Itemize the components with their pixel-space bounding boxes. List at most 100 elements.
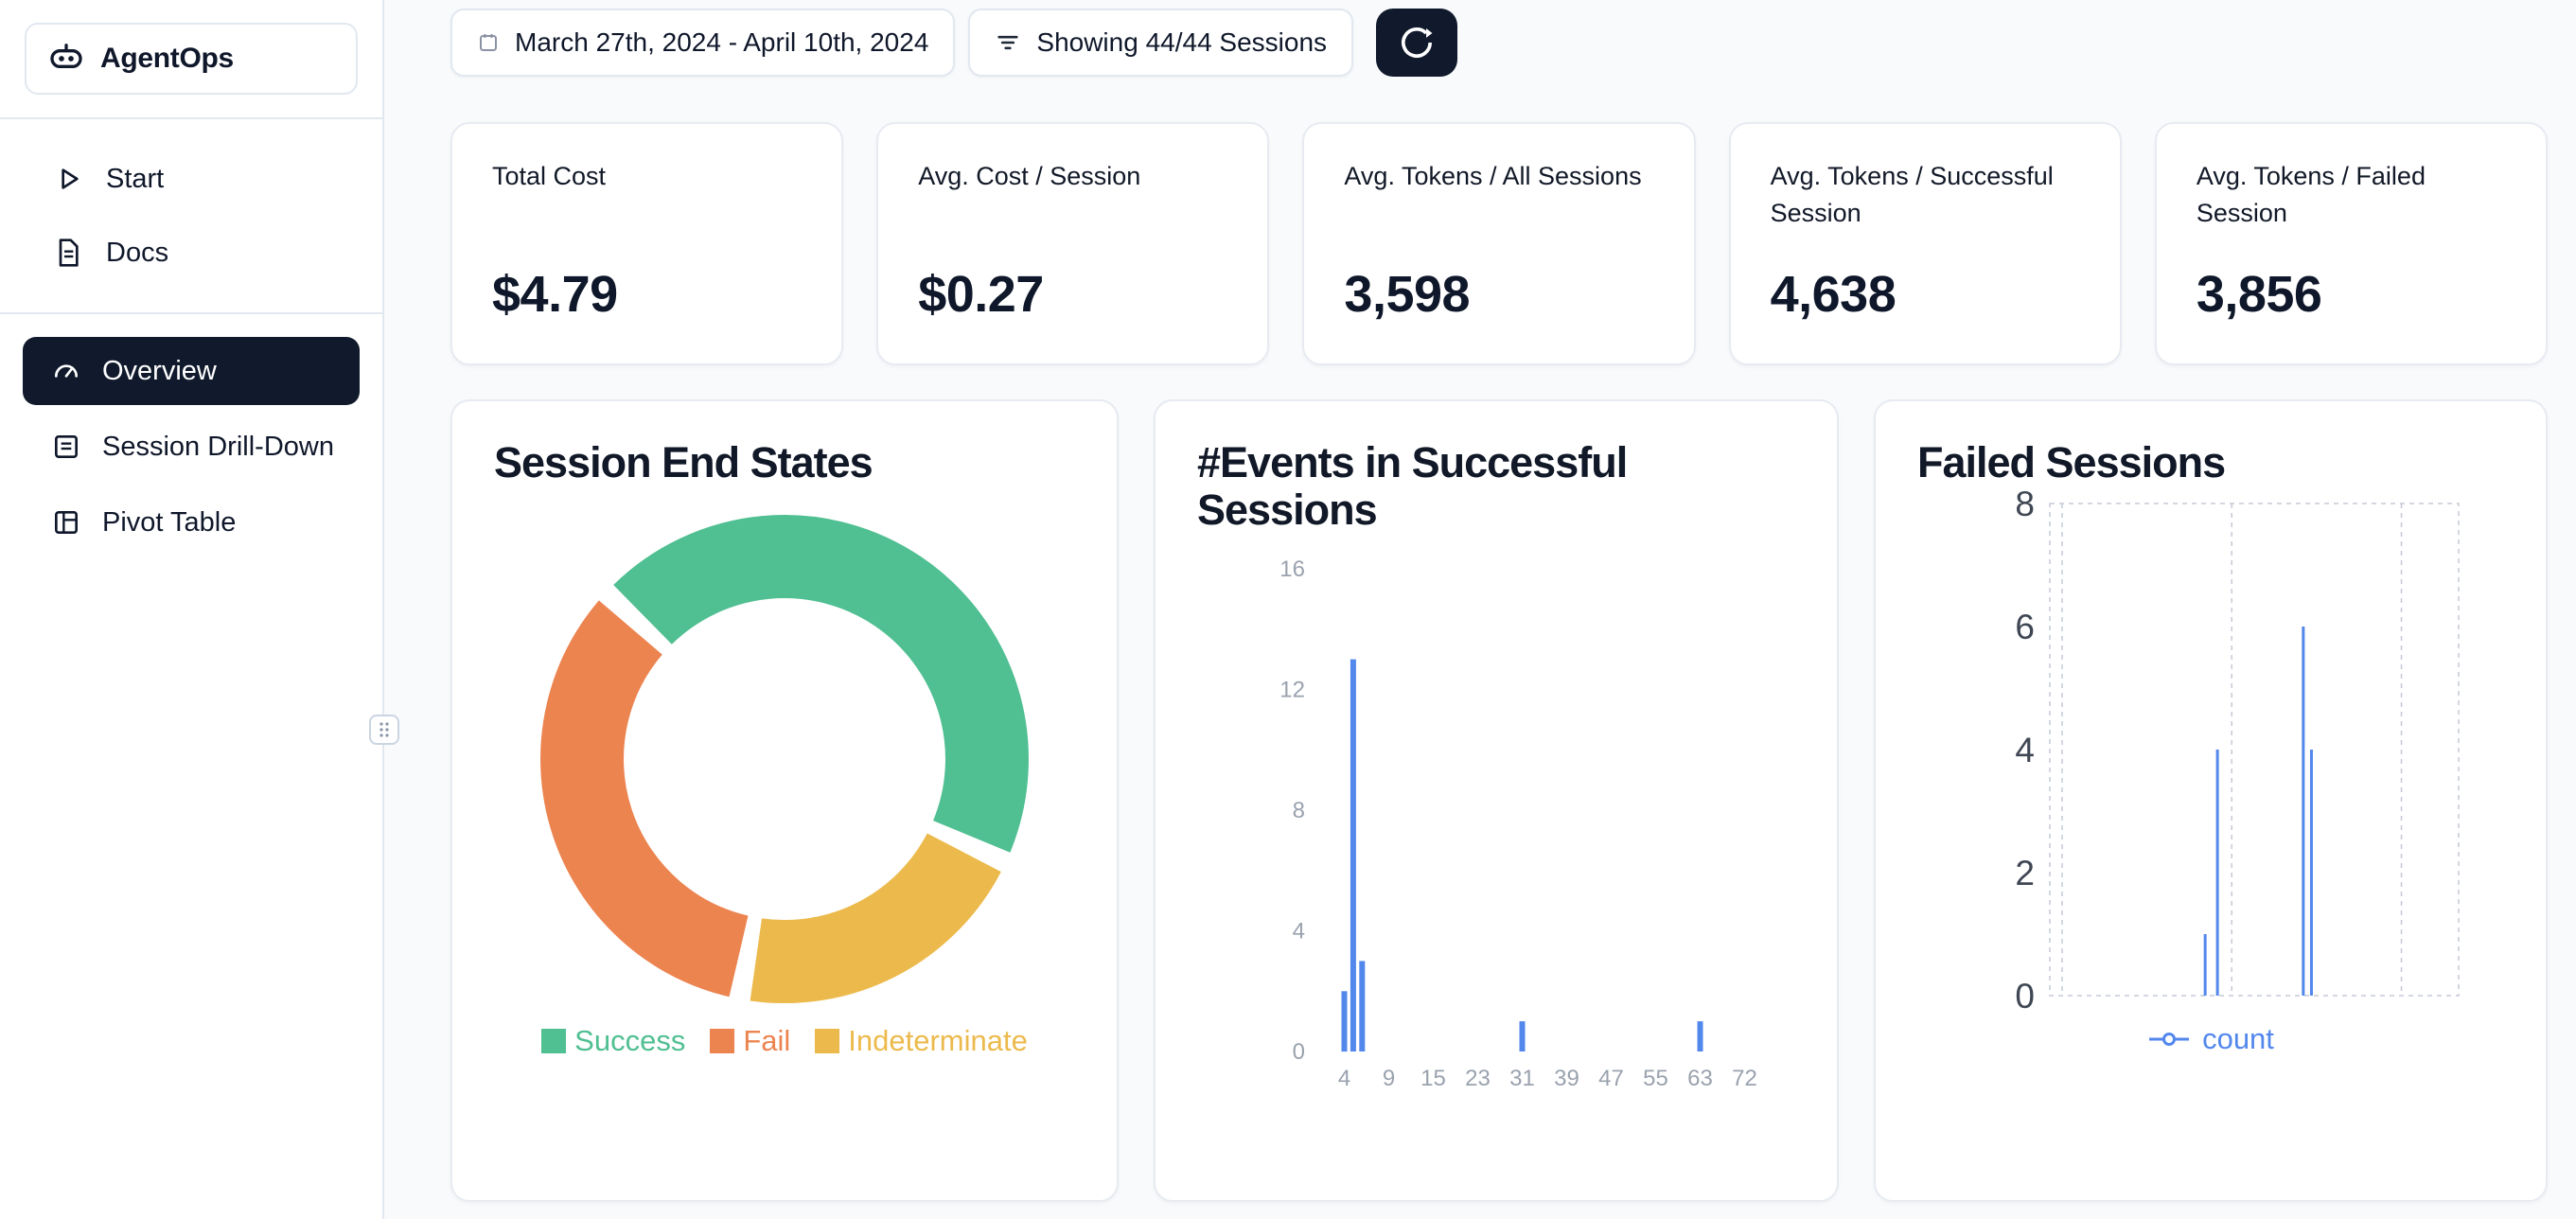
sidebar-item-label: Session Drill-Down [102, 431, 334, 462]
sidebar-item-docs[interactable]: Docs [0, 216, 382, 290]
stat-card-avg-tokens-failed: Avg. Tokens / Failed Session 3,856 [2154, 122, 2549, 365]
donut-wrap [494, 504, 1075, 1015]
chart-title: Failed Sessions [1917, 438, 2226, 486]
failed-legend-item[interactable]: count [1917, 1022, 2504, 1056]
stat-value: 4,638 [1770, 266, 1897, 323]
svg-text:8: 8 [2015, 490, 2035, 523]
histogram-bar[interactable] [1697, 1020, 1703, 1051]
svg-text:63: 63 [1687, 1066, 1713, 1091]
sidebar-divider [0, 312, 382, 314]
stat-label: Total Cost [492, 162, 607, 190]
list-detail-icon [51, 432, 81, 462]
sidebar-resize-handle[interactable] [369, 715, 399, 745]
agentops-logo-icon [47, 40, 85, 78]
stat-card-avg-tokens-successful: Avg. Tokens / Successful Session 4,638 [1728, 122, 2122, 365]
app-title: AgentOps [100, 43, 234, 74]
svg-text:0: 0 [1293, 1039, 1305, 1065]
events-histogram-card: #Events in Successful Sessions 0 4 8 12 16 4 9… [1154, 399, 1839, 1202]
histogram-bar[interactable] [1519, 1020, 1526, 1051]
failed-sessions-card: Failed Sessions 0 2 4 6 8 count [1874, 399, 2548, 1202]
session-end-states-donut[interactable] [529, 504, 1040, 1015]
events-histogram[interactable]: 0 4 8 12 16 4 9 15 23 31 39 47 55 63 72 [1246, 559, 1795, 1118]
session-filter-button[interactable]: Showing 44/44 Sessions [968, 9, 1354, 77]
grip-dots-icon [379, 722, 389, 737]
histogram-bar[interactable] [1350, 659, 1356, 1051]
donut-segment-indeterminate[interactable] [750, 833, 1001, 1004]
svg-text:15: 15 [1420, 1066, 1446, 1091]
session-filter-label: Showing 44/44 Sessions [1036, 27, 1328, 57]
sidebar-item-label: Docs [106, 237, 169, 268]
line-marker-icon [2149, 1033, 2190, 1047]
stat-value: 3,598 [1344, 266, 1471, 323]
stat-label: Avg. Tokens / All Sessions [1344, 162, 1642, 190]
svg-text:72: 72 [1732, 1066, 1757, 1091]
svg-text:4: 4 [1293, 918, 1305, 944]
refresh-icon [1401, 26, 1433, 59]
failed-sessions-chart[interactable]: 0 2 4 6 8 [1917, 490, 2504, 1016]
charts-row: Session End States Success Fail Indeterm… [450, 399, 2548, 1202]
stat-card-avg-tokens-all: Avg. Tokens / All Sessions 3,598 [1302, 122, 1696, 365]
legend-label: count [2202, 1022, 2274, 1056]
docs-icon [53, 238, 83, 268]
topbar: March 27th, 2024 - April 10th, 2024 Show… [450, 9, 2548, 77]
legend-swatch [815, 1029, 840, 1054]
session-end-states-card: Session End States Success Fail Indeterm… [450, 399, 1119, 1202]
svg-text:47: 47 [1598, 1066, 1624, 1091]
stat-value: $4.79 [492, 266, 618, 323]
main-content: March 27th, 2024 - April 10th, 2024 Show… [386, 0, 2576, 1219]
svg-text:39: 39 [1554, 1066, 1579, 1091]
sidebar-item-pivot-table[interactable]: Pivot Table [23, 488, 360, 556]
legend-item-fail[interactable]: Fail [710, 1024, 790, 1058]
sidebar: AgentOps Start Docs Overview Session Dri… [0, 0, 384, 1219]
histogram-bar[interactable] [1341, 991, 1348, 1051]
sidebar-item-session-drill-down[interactable]: Session Drill-Down [23, 413, 360, 481]
table-columns-icon [51, 507, 81, 538]
donut-segment-fail[interactable] [540, 600, 750, 998]
chart-title: #Events in Successful Sessions [1197, 438, 1628, 535]
stat-value: 3,856 [2196, 266, 2322, 323]
sidebar-item-overview[interactable]: Overview [23, 337, 360, 405]
refresh-button[interactable] [1376, 9, 1458, 77]
play-icon [53, 164, 83, 194]
app-logo[interactable]: AgentOps [25, 23, 358, 95]
svg-text:16: 16 [1279, 559, 1305, 582]
legend-item-success[interactable]: Success [541, 1024, 685, 1058]
svg-text:12: 12 [1279, 677, 1305, 702]
sidebar-item-start[interactable]: Start [0, 142, 382, 216]
legend-label: Fail [743, 1024, 791, 1058]
donut-legend: Success Fail Indeterminate [494, 1024, 1075, 1058]
stat-card-total-cost: Total Cost $4.79 [450, 122, 844, 365]
gauge-icon [51, 356, 81, 386]
legend-label: Indeterminate [848, 1024, 1028, 1058]
sidebar-item-label: Overview [102, 355, 217, 386]
svg-text:2: 2 [2015, 854, 2035, 892]
date-range-button[interactable]: March 27th, 2024 - April 10th, 2024 [450, 9, 956, 77]
sidebar-item-label: Pivot Table [102, 506, 237, 538]
calendar-icon [477, 31, 500, 54]
sidebar-divider [0, 117, 382, 119]
stat-card-avg-cost-session: Avg. Cost / Session $0.27 [876, 122, 1270, 365]
svg-text:9: 9 [1383, 1066, 1395, 1091]
sidebar-item-label: Start [106, 163, 165, 194]
svg-text:8: 8 [1293, 798, 1305, 823]
svg-text:6: 6 [2015, 608, 2035, 646]
legend-swatch [710, 1029, 735, 1054]
histogram-bar[interactable] [1359, 961, 1366, 1051]
stat-label: Avg. Cost / Session [918, 162, 1141, 190]
svg-text:4: 4 [1338, 1066, 1350, 1091]
legend-swatch [541, 1029, 567, 1054]
svg-text:31: 31 [1509, 1066, 1535, 1091]
donut-segment-success[interactable] [613, 515, 1029, 854]
svg-text:55: 55 [1643, 1066, 1668, 1091]
svg-text:23: 23 [1465, 1066, 1491, 1091]
stats-row: Total Cost $4.79 Avg. Cost / Session $0.… [450, 122, 2549, 365]
legend-label: Success [574, 1024, 686, 1058]
stat-label: Avg. Tokens / Failed Session [2196, 162, 2426, 228]
chart-title: Session End States [494, 438, 873, 486]
legend-item-indeterminate[interactable]: Indeterminate [815, 1024, 1028, 1058]
svg-text:4: 4 [2015, 731, 2035, 769]
date-range-label: March 27th, 2024 - April 10th, 2024 [515, 27, 929, 57]
stat-label: Avg. Tokens / Successful Session [1770, 162, 2054, 228]
filter-icon [995, 29, 1021, 56]
stat-value: $0.27 [918, 266, 1044, 323]
